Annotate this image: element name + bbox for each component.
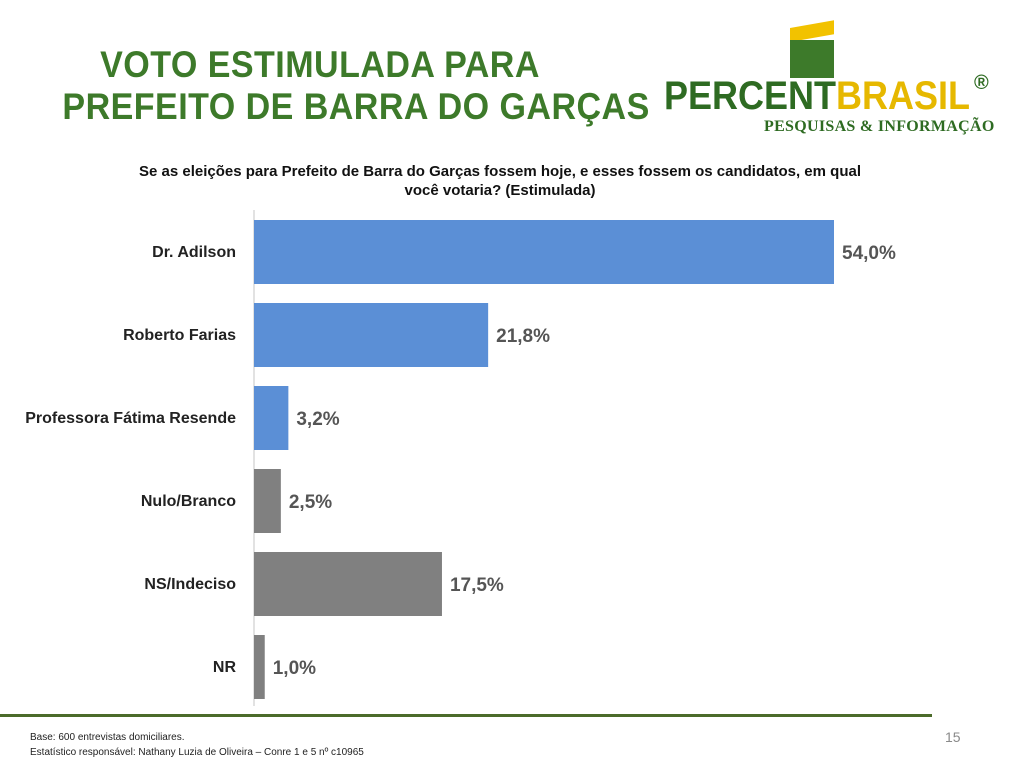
bar: [254, 469, 281, 533]
data-label: 17,5%: [450, 575, 504, 596]
bar: [254, 386, 289, 450]
footer-responsavel: Estatístico responsável: Nathany Luzia d…: [30, 747, 364, 758]
question-line-1: Se as eleições para Prefeito de Barra do…: [139, 163, 861, 180]
logo-tagline: PESQUISAS & INFORMAÇÃO: [764, 118, 995, 135]
title-line-1: VOTO ESTIMULADA PARA: [100, 44, 540, 85]
logo-registered-mark: ®: [974, 72, 989, 94]
footer-notes: Base: 600 entrevistas domiciliares. Esta…: [30, 730, 364, 760]
logo-wordmark: PERCENTBRASIL: [664, 74, 970, 118]
category-label: Professora Fátima Resende: [25, 410, 236, 427]
logo-word-percent: PERCENT: [664, 74, 837, 118]
page-number: 15: [945, 729, 961, 745]
category-label: NR: [213, 659, 237, 676]
footer-base: Base: 600 entrevistas domiciliares.: [30, 732, 185, 743]
page-title: VOTO ESTIMULADA PARA PREFEITO DE BARRA D…: [62, 44, 650, 128]
survey-question: Se as eleições para Prefeito de Barra do…: [100, 162, 900, 200]
category-label: Nulo/Branco: [141, 493, 236, 510]
percentbrasil-logo: PERCENTBRASIL ® PESQUISAS & INFORMAÇÃO: [660, 20, 1000, 146]
category-label: NS/Indeciso: [144, 576, 236, 593]
logo-word-brasil: BRASIL: [836, 74, 971, 118]
data-label: 21,8%: [496, 326, 550, 347]
bar: [254, 303, 489, 367]
question-line-2: você votaria? (Estimulada): [404, 182, 596, 199]
footer-divider: [0, 714, 932, 717]
bar: [254, 552, 442, 616]
data-label: 1,0%: [273, 658, 316, 679]
data-label: 3,2%: [296, 409, 339, 430]
bar: [254, 220, 834, 284]
category-label: Roberto Farias: [123, 327, 236, 344]
logo-flag-icon: [790, 20, 834, 78]
title-line-2: PREFEITO DE BARRA DO GARÇAS: [62, 86, 650, 127]
data-label: 54,0%: [842, 243, 896, 264]
bar: [254, 635, 265, 699]
category-label: Dr. Adilson: [152, 244, 236, 261]
bar-chart: Dr. Adilson 54,0% Roberto Farias 21,8% Profe…: [25, 210, 896, 706]
data-label: 2,5%: [289, 492, 332, 513]
